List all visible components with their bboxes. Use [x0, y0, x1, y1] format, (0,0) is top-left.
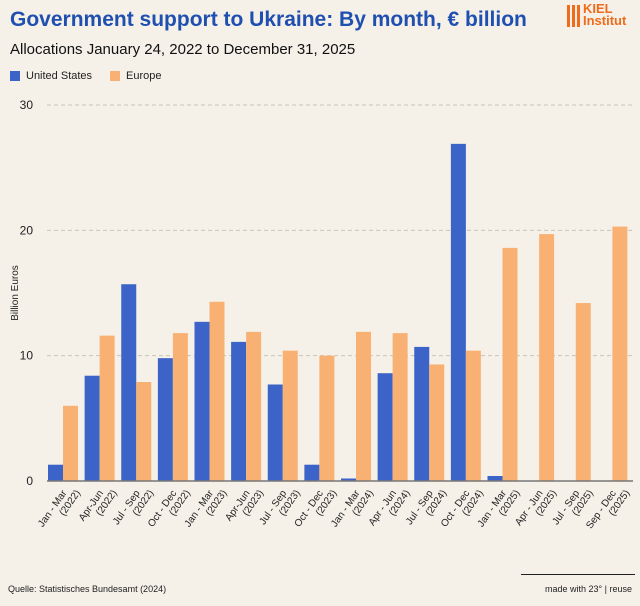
bar-us — [121, 284, 137, 481]
legend: United States Europe — [10, 70, 162, 82]
x-tick-label: Oct - Dec(2024) — [439, 482, 486, 536]
source-note: Quelle: Statistisches Bundesamt (2024) — [8, 584, 167, 594]
bar-us — [157, 358, 173, 481]
bar-europe — [429, 364, 445, 481]
bar-europe — [502, 247, 518, 481]
divider — [521, 574, 635, 575]
bar-us — [48, 464, 63, 481]
bar-europe — [356, 331, 371, 481]
bar-europe — [612, 226, 628, 481]
bar-europe — [99, 335, 115, 481]
bar-us — [84, 375, 100, 481]
bar-europe — [282, 350, 298, 481]
bar-us — [231, 341, 247, 481]
bar-europe — [392, 333, 408, 481]
bar-us — [341, 478, 356, 481]
y-tick-label: 10 — [20, 349, 34, 363]
x-tick-label: Jan - Mar(2025) — [476, 482, 523, 536]
bar-us — [450, 143, 466, 481]
bar-europe — [539, 234, 555, 481]
bar-us — [304, 464, 320, 481]
y-tick-label: 20 — [20, 223, 34, 237]
bar-europe — [136, 381, 152, 481]
bar-europe — [319, 355, 335, 481]
y-tick-label: 30 — [20, 98, 34, 112]
y-axis-label: Billion Euros — [10, 265, 21, 321]
x-tick-label: Apr - Jun(2025) — [513, 482, 559, 534]
credit-link[interactable]: made with 23° | reuse — [545, 584, 632, 594]
x-tick-label: Sep - Dec(2025) — [584, 482, 632, 538]
x-tick-label: Apr - Jun(2024) — [367, 482, 413, 534]
x-tick-label: Jan - Mar(2023) — [183, 482, 230, 536]
bar-europe — [209, 301, 225, 481]
x-tick-label: Jan - Mar(2022) — [36, 482, 83, 536]
x-tick-label: Oct - Dec(2023) — [293, 482, 340, 536]
chart-title: Government support to Ukraine: By month,… — [10, 8, 527, 31]
legend-item-europe: Europe — [110, 70, 162, 82]
bar-europe — [246, 331, 262, 481]
chart-subtitle: Allocations January 24, 2022 to December… — [10, 41, 356, 58]
bar-us — [377, 373, 393, 481]
bar-europe — [575, 303, 591, 481]
bar-us — [267, 384, 283, 481]
kiel-logo: KIEL Institut — [567, 2, 626, 27]
y-tick-label: 0 — [26, 474, 33, 488]
logo-bars-icon — [567, 5, 580, 27]
bar-europe — [63, 405, 78, 481]
bar-us — [414, 346, 430, 481]
x-tick-label: Jan - Mar(2024) — [329, 482, 376, 536]
bar-us — [194, 321, 210, 481]
bar-europe — [172, 333, 188, 481]
legend-item-us: United States — [10, 70, 92, 82]
bar-europe — [465, 350, 481, 481]
x-tick-label: Oct - Dec(2022) — [146, 482, 193, 536]
bar-us — [487, 475, 503, 481]
